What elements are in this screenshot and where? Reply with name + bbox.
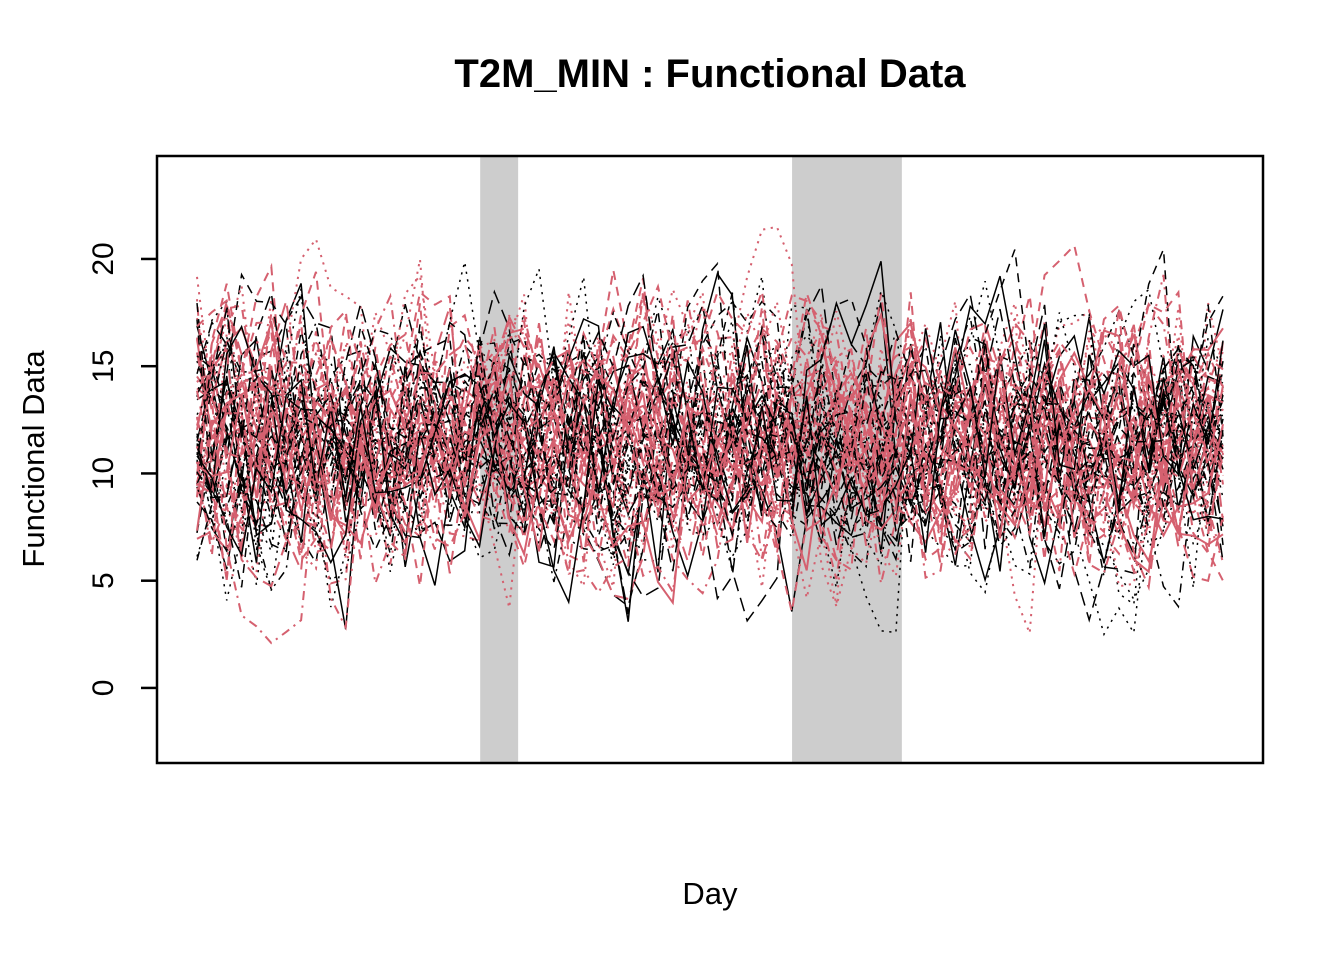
chart-title: T2M_MIN : Functional Data — [454, 52, 966, 96]
curve-rose-dashed — [196, 294, 1224, 514]
y-tick-label: 15 — [87, 350, 120, 383]
curve-black-solid — [196, 261, 1224, 565]
curve-rose-dotdash — [196, 292, 1224, 595]
curve-black-longdash — [196, 361, 1224, 563]
plot-border — [155, 154, 1265, 765]
curve-black-dashed — [196, 249, 1224, 562]
curve-black-dotted — [196, 261, 1224, 608]
curve-black-dotted — [196, 320, 1224, 637]
curve-black-dotdash — [196, 362, 1224, 569]
curve-rose-dashed — [196, 304, 1224, 580]
curve-rose-dashed — [196, 308, 1224, 587]
x-axis-label: Day — [682, 876, 738, 911]
curve-rose-dotdash — [196, 326, 1224, 645]
curve-black-dotdash — [196, 328, 1224, 510]
curve-black-longdash — [196, 273, 1224, 496]
curve-black-solid — [196, 334, 1224, 515]
curve-black-longdash — [196, 336, 1224, 553]
y-tick-label: 0 — [87, 680, 120, 697]
curve-lines — [196, 225, 1224, 645]
curve-rose-dashed — [196, 290, 1224, 613]
curve-rose-solid — [196, 358, 1224, 574]
curve-rose-dotdash — [196, 274, 1224, 595]
curve-rose-dashed — [196, 271, 1224, 545]
curve-rose-longdash — [196, 333, 1224, 496]
y-tick-label: 5 — [87, 572, 120, 589]
curve-black-dotted — [196, 276, 1224, 634]
y-tick-label: 20 — [87, 242, 120, 275]
curve-rose-dotted — [196, 273, 1224, 580]
curve-black-dotdash — [196, 310, 1224, 529]
y-tick-label: 10 — [87, 457, 120, 490]
